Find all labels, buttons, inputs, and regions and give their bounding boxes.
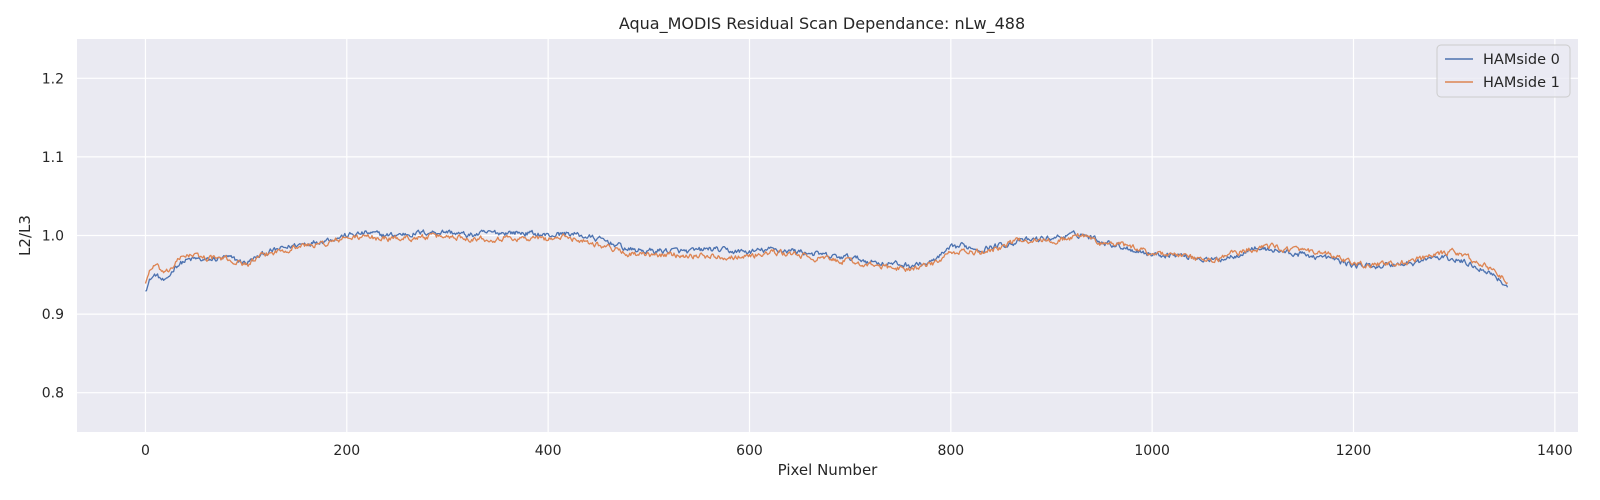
- legend-label: HAMside 0: [1483, 52, 1560, 68]
- chart-title: Aqua_MODIS Residual Scan Dependance: nLw…: [619, 14, 1025, 34]
- x-tick-label: 0: [141, 443, 150, 459]
- x-tick-label: 200: [333, 443, 360, 459]
- y-tick-label: 1.0: [42, 229, 64, 245]
- x-tick-label: 800: [937, 443, 964, 459]
- x-tick-label: 1000: [1134, 443, 1170, 459]
- x-axis-label: Pixel Number: [778, 461, 879, 479]
- legend: HAMside 0 HAMside 1: [1436, 44, 1571, 98]
- y-tick-label: 1.2: [42, 71, 64, 87]
- x-tick-label: 1200: [1336, 443, 1372, 459]
- y-tick-label: 1.1: [42, 150, 64, 166]
- grid: [77, 39, 1578, 432]
- x-tick-label: 1400: [1537, 443, 1573, 459]
- x-tick-label: 600: [736, 443, 763, 459]
- legend-label: HAMside 1: [1483, 75, 1560, 91]
- y-tick-label: 0.8: [42, 386, 64, 402]
- y-tick-label: 0.9: [42, 307, 64, 323]
- series-line-2: [144, 232, 1509, 285]
- y-axis-label: L2/L3: [16, 215, 34, 256]
- tick-labels: 0 200 400 600 800 1000 1200 1400 0.8 0.9 1.0 1.1 1.2: [42, 71, 1573, 459]
- x-tick-label: 400: [535, 443, 562, 459]
- series-lines: [144, 229, 1509, 292]
- legend-box: [1436, 44, 1571, 98]
